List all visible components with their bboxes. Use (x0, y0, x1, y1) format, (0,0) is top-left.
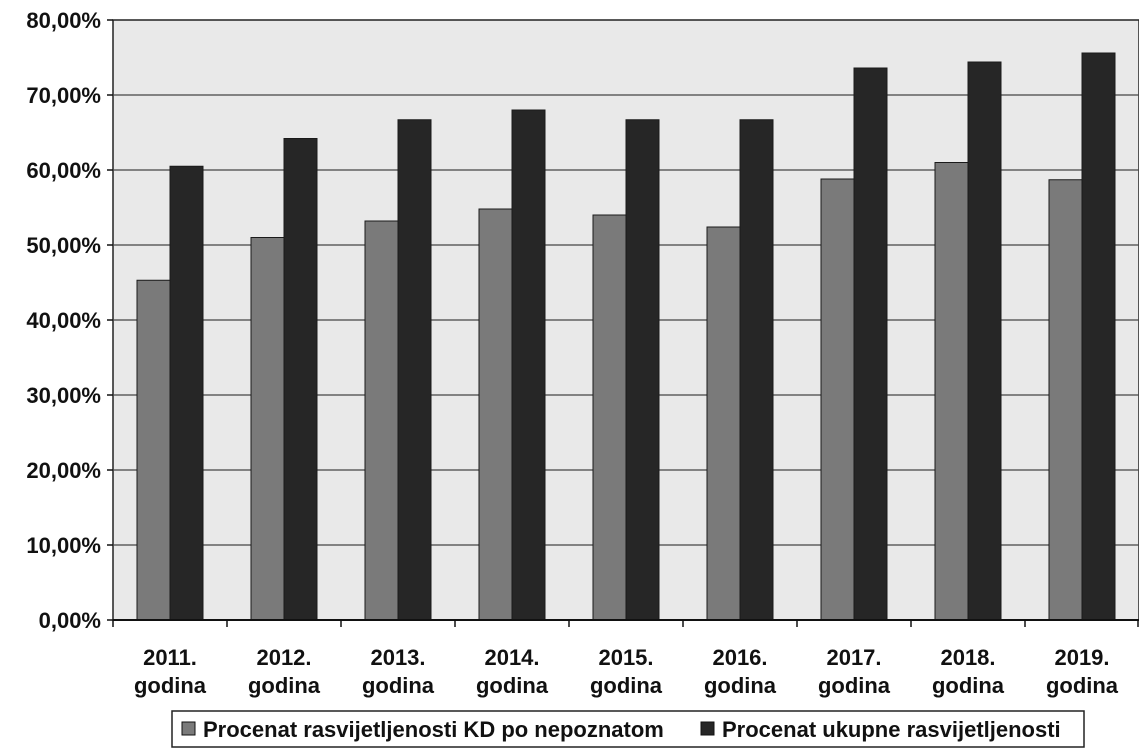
bar-nepoznatom (592, 214, 627, 621)
bar-nepoznatom (934, 162, 969, 621)
legend-label: Procenat rasvijetljenosti KD po nepoznat… (203, 717, 664, 742)
bar-nepoznatom (478, 208, 513, 621)
y-tick-label: 30,00% (26, 383, 101, 408)
bar-ukupne (283, 138, 318, 621)
y-tick-label: 20,00% (26, 458, 101, 483)
x-category-label: 2019. godina (1046, 645, 1119, 698)
bar-ukupne (967, 61, 1002, 621)
legend: Procenat rasvijetljenosti KD po nepoznat… (171, 710, 1085, 748)
x-category-label: 2015. godina (590, 645, 663, 698)
bar-ukupne (625, 119, 660, 621)
legend-label: Procenat ukupne rasvijetljenosti (722, 717, 1061, 742)
y-tick-label: 80,00% (26, 8, 101, 33)
y-tick-label: 50,00% (26, 233, 101, 258)
bars (136, 52, 1116, 621)
legend-box (171, 710, 1085, 748)
y-axis-ticks: 0,00% 10,00% 20,00% 30,00% 40,00% 50,00% 60,00… (26, 8, 113, 633)
x-category-label: 2013. godina (362, 645, 435, 698)
y-tick-label: 0,00% (39, 608, 101, 633)
y-tick-label: 40,00% (26, 308, 101, 333)
x-category-label: 2018. godina (932, 645, 1005, 698)
x-axis-categories: 2011. godina 2012. godina 2013. godina 2014. go… (112, 620, 1139, 698)
legend-swatch (181, 721, 196, 736)
bar-nepoznatom (364, 220, 399, 621)
x-category-label: 2016. godina (704, 645, 777, 698)
x-category-label: 2012. godina (248, 645, 321, 698)
x-category-label: 2014. godina (476, 645, 549, 698)
bar-nepoznatom (136, 279, 171, 621)
bar-ukupne (739, 119, 774, 621)
bar-nepoznatom (706, 226, 741, 621)
y-tick-label: 60,00% (26, 158, 101, 183)
bar-ukupne (397, 119, 432, 621)
y-tick-label: 10,00% (26, 533, 101, 558)
x-category-label: 2017. godina (818, 645, 891, 698)
bar-ukupne (1081, 52, 1116, 621)
bar-nepoznatom (1048, 179, 1083, 621)
bar-ukupne (853, 67, 888, 621)
bar-ukupne (511, 109, 546, 621)
bar-nepoznatom (250, 237, 285, 621)
x-category-label: 2011. godina (134, 645, 207, 698)
bar-ukupne (169, 165, 204, 621)
legend-swatch (700, 721, 715, 736)
y-tick-label: 70,00% (26, 83, 101, 108)
bar-nepoznatom (820, 178, 855, 621)
